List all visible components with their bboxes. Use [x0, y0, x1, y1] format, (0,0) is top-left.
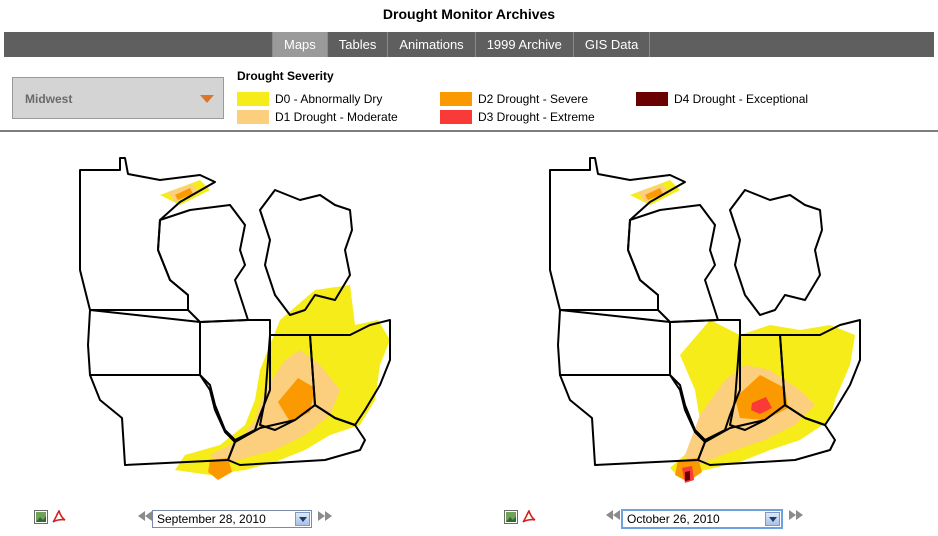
- legend-swatch-d2: [440, 92, 472, 106]
- legend-item-d0: D0 - Abnormally Dry: [237, 92, 382, 106]
- date-dropdown-left-value: September 28, 2010: [157, 512, 266, 526]
- chevron-down-icon: [200, 95, 214, 103]
- legend-label-d2: D2 Drought - Severe: [478, 92, 589, 106]
- legend-swatch-d1: [237, 110, 269, 124]
- legend-title: Drought Severity: [237, 69, 334, 83]
- date-dropdown-right[interactable]: October 26, 2010: [621, 509, 783, 529]
- legend-label-d3: D3 Drought - Extreme: [478, 110, 595, 124]
- legend-item-d1: D1 Drought - Moderate: [237, 110, 398, 124]
- rewind-icon[interactable]: [603, 509, 623, 521]
- region-dropdown-value: Midwest: [25, 92, 73, 106]
- fast-forward-icon[interactable]: [786, 509, 806, 521]
- divider: [0, 130, 938, 132]
- fast-forward-icon[interactable]: [315, 510, 335, 522]
- legend-item-d4: D4 Drought - Exceptional: [636, 92, 808, 106]
- tab-animations[interactable]: Animations: [387, 32, 474, 57]
- legend-label-d0: D0 - Abnormally Dry: [275, 92, 383, 106]
- page-title: Drought Monitor Archives: [382, 6, 556, 22]
- legend-swatch-d0: [237, 92, 269, 106]
- drought-map-september-28-2010: [79, 157, 391, 480]
- state-borders: [79, 157, 391, 466]
- drought-map-october-26-2010: [549, 157, 861, 483]
- date-dropdown-right-value: October 26, 2010: [627, 512, 720, 526]
- image-icon[interactable]: [504, 510, 518, 524]
- legend-swatch-d4: [636, 92, 668, 106]
- tab-tables[interactable]: Tables: [326, 32, 388, 57]
- legend-label-d4: D4 Drought - Exceptional: [674, 92, 809, 106]
- chevron-down-icon[interactable]: [295, 512, 310, 526]
- legend-swatch-d3: [440, 110, 472, 124]
- nav-bar: Maps Tables Animations 1999 Archive GIS …: [4, 32, 934, 57]
- tab-1999-archive[interactable]: 1999 Archive: [474, 32, 573, 57]
- legend-label-d1: D1 Drought - Moderate: [275, 110, 398, 124]
- legend-item-d2: D2 Drought - Severe: [440, 92, 588, 106]
- legend-item-d3: D3 Drought - Extreme: [440, 110, 595, 124]
- region-dropdown[interactable]: Midwest: [12, 77, 224, 119]
- pdf-icon[interactable]: [52, 510, 66, 524]
- date-dropdown-left[interactable]: September 28, 2010: [152, 510, 312, 528]
- drought-area-d4: [685, 471, 690, 481]
- rewind-icon[interactable]: [135, 510, 155, 522]
- state-borders: [549, 157, 861, 466]
- pdf-icon[interactable]: [522, 510, 536, 524]
- chevron-down-icon[interactable]: [765, 512, 780, 526]
- tab-maps[interactable]: Maps: [272, 32, 327, 57]
- tab-gis-data[interactable]: GIS Data: [572, 32, 651, 57]
- image-icon[interactable]: [34, 510, 48, 524]
- nav-tabs: Maps Tables Animations 1999 Archive GIS …: [272, 32, 651, 57]
